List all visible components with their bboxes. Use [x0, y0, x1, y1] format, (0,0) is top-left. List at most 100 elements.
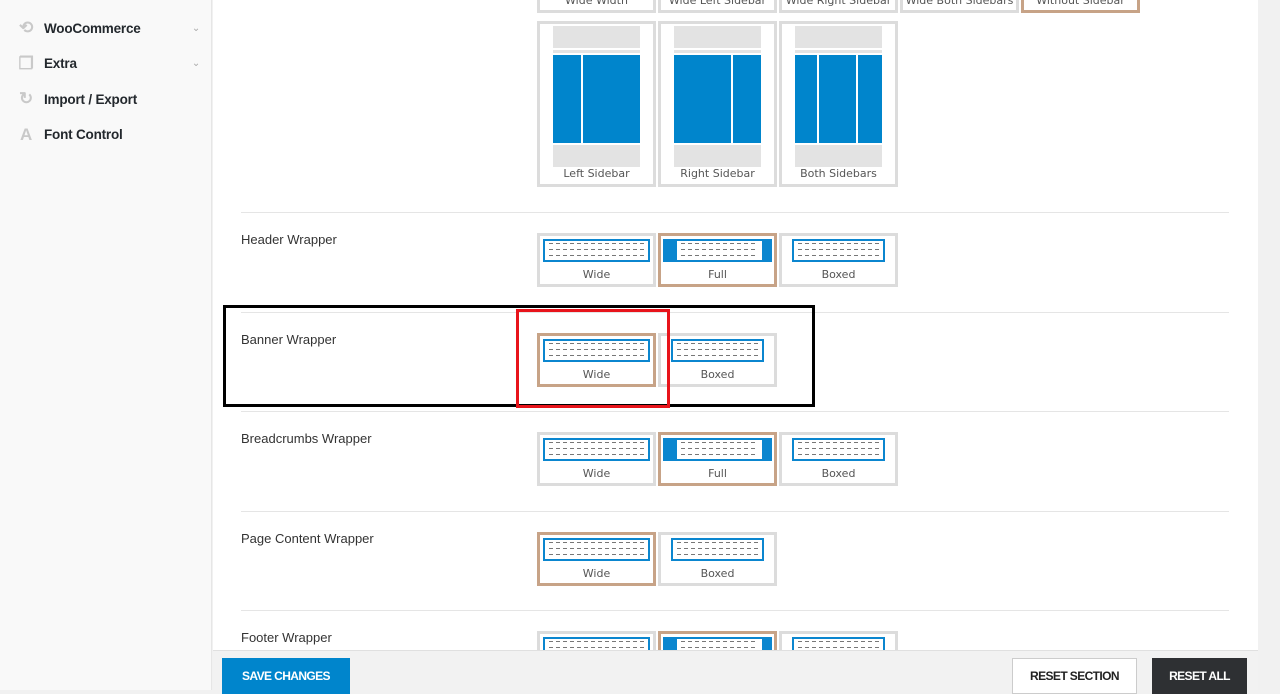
sidebar-item-extra[interactable]: ❐ Extra ⌄: [16, 52, 202, 76]
layout-preview: [543, 239, 650, 262]
footer-block: [795, 145, 882, 167]
dash-line: [798, 647, 879, 648]
footer-block: [674, 145, 761, 167]
option-label: Full: [708, 467, 727, 480]
dash-line: [681, 448, 758, 449]
layout-option[interactable]: Wide Right Sidebar: [779, 0, 898, 13]
row-label: Breadcrumbs Wrapper: [241, 431, 372, 446]
dash-line: [677, 342, 758, 344]
dash-line: [549, 442, 644, 443]
option-label: Wide: [582, 566, 611, 580]
option-label: Wide: [582, 367, 611, 381]
option-label: Boxed: [700, 367, 735, 381]
dash-line: [681, 442, 758, 443]
column-block: [858, 55, 882, 143]
wrapper-option-full[interactable]: Full: [658, 233, 777, 287]
dash-line: [681, 249, 758, 250]
option-label: Wide: [582, 467, 611, 480]
layout-preview: [792, 239, 885, 262]
layout-preview: [671, 338, 764, 362]
wrapper-option-wide[interactable]: Wide: [537, 531, 656, 586]
save-changes-button[interactable]: SAVE CHANGES: [222, 658, 350, 694]
dash-line: [798, 454, 879, 455]
sidebar-item-import-export[interactable]: ↻ Import / Export: [16, 87, 202, 111]
layout-option[interactable]: Wide Left Sidebar: [658, 0, 777, 13]
layout-option-right-sidebar[interactable]: Right Sidebar: [658, 21, 777, 187]
sidebar: ⟲ WooCommerce ⌄ ❐ Extra ⌄ ↻ Import / Export A Fon…: [0, 0, 212, 690]
dash-line: [798, 641, 879, 642]
dash-line: [681, 647, 758, 648]
option-label: Boxed: [821, 467, 856, 480]
scroll-gutter: [1258, 0, 1280, 690]
sidebar-item-label: Import / Export: [44, 91, 138, 107]
column-block: [733, 55, 761, 143]
wrapper-option-boxed[interactable]: Boxed: [658, 332, 777, 387]
layout-preview: [543, 537, 650, 561]
column-block: [674, 55, 731, 143]
dash-line: [681, 454, 758, 455]
dash-line: [677, 547, 758, 549]
dash-line: [798, 243, 879, 244]
row-label: Footer Wrapper: [241, 630, 332, 645]
nav-block: [674, 50, 761, 53]
option-label: Wide: [582, 268, 611, 281]
column-block: [553, 55, 581, 143]
wrapper-option-boxed[interactable]: Boxed: [779, 233, 898, 287]
layout-option-label: Wide Width: [565, 0, 628, 7]
dash-line: [798, 442, 879, 443]
reset-all-button[interactable]: RESET ALL: [1152, 658, 1247, 694]
layout-preview: [671, 537, 764, 561]
dash-line: [549, 255, 644, 256]
layout-option-label: Wide Left Sidebar: [668, 0, 767, 7]
layout-option-label: Right Sidebar: [680, 167, 755, 180]
dash-line: [549, 641, 644, 642]
layout-preview: [543, 438, 650, 461]
chevron-down-icon: ⌄: [191, 22, 200, 34]
dash-line: [681, 243, 758, 244]
dash-line: [677, 348, 758, 350]
layout-preview: [663, 239, 772, 262]
layout-preview: [543, 338, 650, 362]
layout-option-label: Without Sidebar: [1036, 0, 1125, 7]
layout-option-left-sidebar[interactable]: Left Sidebar: [537, 21, 656, 187]
dash-line: [549, 553, 644, 555]
sidebar-item-label: WooCommerce: [44, 20, 141, 36]
wrapper-option-wide[interactable]: Wide: [537, 432, 656, 486]
option-label: Boxed: [821, 268, 856, 281]
wrapper-option-wide[interactable]: Wide: [537, 233, 656, 287]
row-divider: [241, 510, 1229, 512]
layout-option[interactable]: Wide Width: [537, 0, 656, 13]
dash-line: [549, 354, 644, 356]
wrapper-option-wide[interactable]: Wide: [537, 332, 656, 387]
layers-icon: ❐: [18, 53, 34, 73]
layout-option-both-sidebar[interactable]: Both Sidebars: [779, 21, 898, 187]
dash-line: [549, 541, 644, 543]
layout-preview: [663, 438, 772, 461]
wrapper-option-boxed[interactable]: Boxed: [658, 531, 777, 586]
layout-option-label: Both Sidebars: [800, 167, 877, 180]
option-label: Full: [708, 268, 727, 281]
reset-section-button[interactable]: RESET SECTION: [1012, 658, 1137, 694]
sidebar-item-font-control[interactable]: A Font Control: [16, 123, 202, 147]
dash-line: [798, 448, 879, 449]
dash-line: [549, 243, 644, 244]
dash-line: [549, 249, 644, 250]
layout-preview: [792, 438, 885, 461]
chevron-down-icon: ⌄: [191, 58, 200, 69]
row-divider: [241, 311, 1229, 313]
row-divider: [241, 411, 1229, 412]
wrapper-option-boxed[interactable]: Boxed: [779, 432, 898, 486]
layout-option[interactable]: Without Sidebar: [1021, 0, 1140, 13]
row-label: Banner Wrapper: [241, 331, 337, 347]
sidebar-item-woocommerce[interactable]: ⟲ WooCommerce ⌄: [16, 16, 202, 40]
row-divider: [241, 212, 1229, 213]
dash-line: [549, 647, 644, 648]
nav-block: [795, 50, 882, 53]
dash-line: [549, 342, 644, 344]
wrapper-option-full[interactable]: Full: [658, 432, 777, 486]
row-label: Page Content Wrapper: [241, 530, 374, 546]
layout-option[interactable]: Wide Both Sidebars: [900, 0, 1019, 13]
layout-option-label: Wide Both Sidebars: [905, 0, 1014, 7]
column-block: [583, 55, 640, 143]
sidebar-item-label: Font Control: [44, 127, 123, 142]
